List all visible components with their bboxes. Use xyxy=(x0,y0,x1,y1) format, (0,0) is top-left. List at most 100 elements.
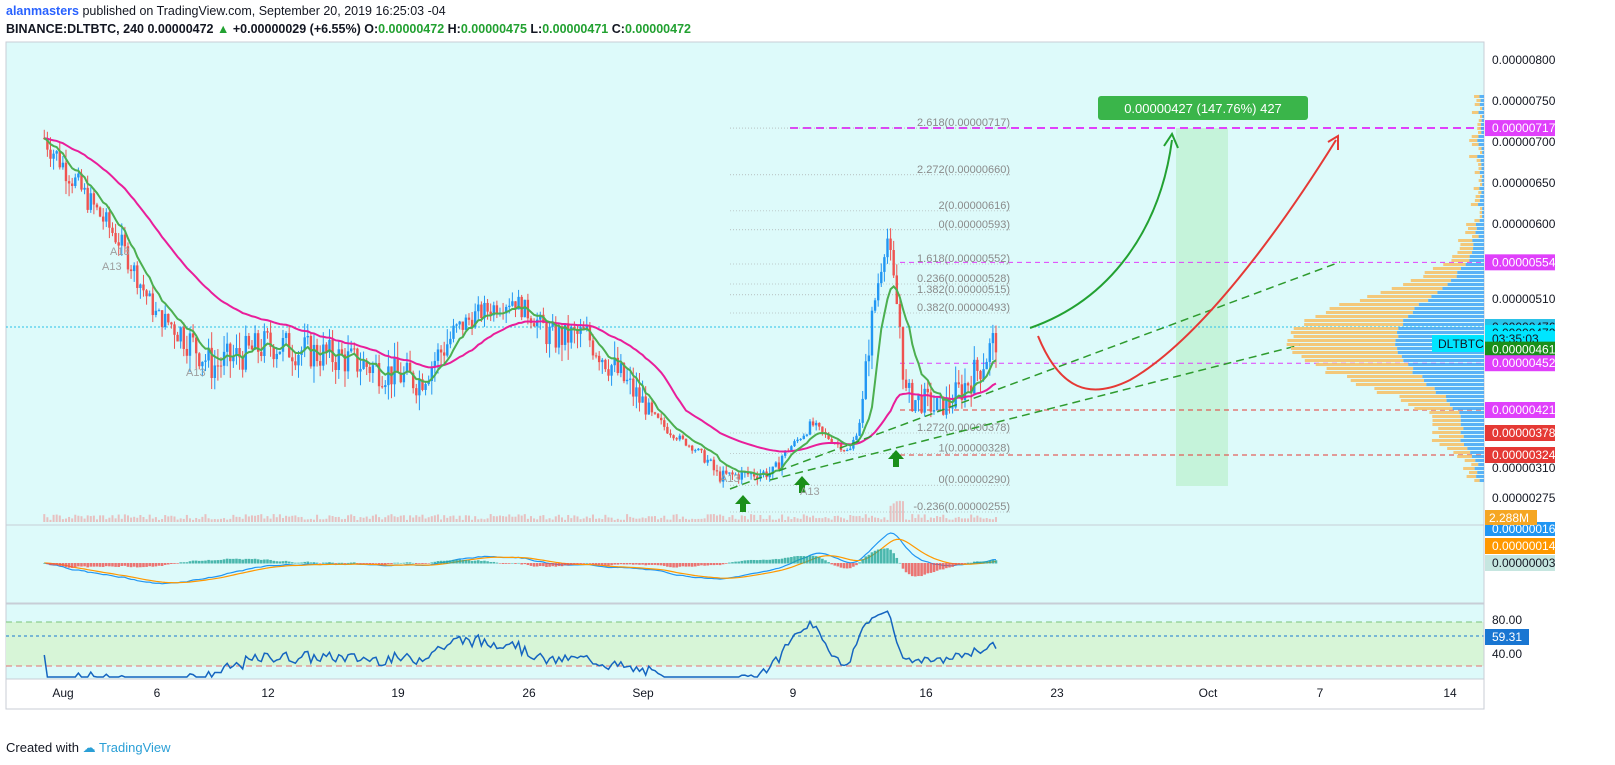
candle-body xyxy=(876,283,880,301)
candle-body xyxy=(139,284,142,288)
macd-histogram-bar xyxy=(284,560,288,564)
macd-pane[interactable] xyxy=(5,524,1485,604)
macd-histogram-bar xyxy=(898,562,902,564)
macd-histogram-bar xyxy=(328,562,331,564)
volume-bar xyxy=(210,519,213,522)
macd-histogram-bar xyxy=(780,558,784,564)
volume-bar xyxy=(396,517,399,522)
volume-profile-bar xyxy=(1397,351,1484,354)
macd-histogram-bar xyxy=(241,559,244,564)
candle-body xyxy=(495,305,499,315)
author-link[interactable]: alanmasters xyxy=(6,4,79,18)
macd-histogram-bar xyxy=(368,563,372,565)
macd-histogram-bar xyxy=(783,557,787,564)
volume-profile-bar xyxy=(1428,299,1484,302)
candle-body xyxy=(697,448,700,451)
macd-histogram-bar xyxy=(678,563,682,567)
volume-profile-bar xyxy=(1374,387,1435,390)
volume-bar xyxy=(877,517,880,522)
volume-bar xyxy=(824,517,827,522)
volume-profile-bar xyxy=(1481,123,1484,126)
macd-histogram-bar xyxy=(628,563,632,565)
price-label: 0.00000461 xyxy=(1492,343,1556,357)
candle-body xyxy=(126,246,130,270)
time-tick-label: 23 xyxy=(1050,686,1064,700)
candle-body xyxy=(461,321,464,330)
volume-bar xyxy=(474,516,477,522)
macd-histogram-bar xyxy=(715,563,719,565)
volume-bar xyxy=(120,518,123,522)
candle-body xyxy=(312,344,316,367)
macd-histogram-bar xyxy=(393,562,396,564)
volume-bar xyxy=(99,515,102,522)
volume-bar xyxy=(945,518,948,522)
candle-body xyxy=(442,352,446,356)
volume-profile-bar xyxy=(1479,171,1484,174)
volume-bar xyxy=(948,519,951,522)
volume-profile-bar xyxy=(1414,307,1484,310)
candle-body xyxy=(322,344,325,366)
volume-bar xyxy=(985,518,988,522)
volume-bar xyxy=(467,515,470,522)
candle-body xyxy=(830,439,833,444)
macd-histogram-bar xyxy=(926,563,930,574)
candle-body xyxy=(898,304,902,327)
pattern-marker-label: A13 xyxy=(720,473,740,485)
candle-body xyxy=(935,398,939,411)
macd-histogram-bar xyxy=(585,562,589,564)
candle-body xyxy=(920,395,923,413)
volume-bar xyxy=(254,515,257,522)
tradingview-brand[interactable]: TradingView xyxy=(99,740,171,755)
macd-histogram-bar xyxy=(635,563,638,565)
volume-bar xyxy=(861,517,864,522)
macd-histogram-bar xyxy=(731,562,734,564)
macd-histogram-bar xyxy=(129,563,133,568)
candle-body xyxy=(551,322,554,327)
volume-profile-bar xyxy=(1480,127,1484,130)
volume-bar xyxy=(229,518,232,522)
candle-body xyxy=(644,396,647,415)
low-value: 0.00000471 xyxy=(542,22,609,36)
macd-histogram-bar xyxy=(529,563,533,566)
volume-bar xyxy=(52,514,55,522)
candle-body xyxy=(253,333,257,350)
macd-histogram-bar xyxy=(67,563,71,568)
macd-histogram-bar xyxy=(814,556,818,564)
candle-body xyxy=(67,181,71,184)
candle-body xyxy=(331,339,334,363)
volume-bar xyxy=(846,519,849,522)
macd-histogram-bar xyxy=(188,561,192,564)
candle-body xyxy=(845,450,849,452)
macd-histogram-bar xyxy=(883,548,886,564)
macd-histogram-bar xyxy=(941,563,945,570)
volume-bar xyxy=(691,518,694,522)
candle-body xyxy=(690,445,694,451)
macd-histogram-bar xyxy=(117,563,120,567)
tradingview-logo-icon: ☁ xyxy=(82,740,96,755)
macd-histogram-bar xyxy=(250,559,254,564)
macd-histogram-bar xyxy=(563,563,567,566)
volume-profile-bar xyxy=(1424,379,1484,382)
candle-body xyxy=(607,369,610,376)
macd-histogram-bar xyxy=(219,559,223,564)
volume-profile-bar xyxy=(1325,371,1413,374)
macd-histogram-bar xyxy=(89,563,93,567)
macd-histogram-bar xyxy=(935,563,939,571)
candle-body xyxy=(982,369,985,380)
macd-histogram-bar xyxy=(963,563,967,564)
volume-bar xyxy=(486,518,489,522)
candle-body xyxy=(402,372,406,383)
macd-histogram-bar xyxy=(982,561,985,564)
main-pane[interactable] xyxy=(5,41,1485,526)
volume-bar xyxy=(331,516,334,522)
candle-body xyxy=(266,331,269,333)
volume-bar xyxy=(672,514,675,522)
macd-histogram-bar xyxy=(954,563,957,566)
volume-profile-bar xyxy=(1482,175,1484,178)
candle-body xyxy=(597,355,601,363)
volume-profile-bar xyxy=(1478,111,1484,114)
macd-histogram-bar xyxy=(325,562,328,564)
volume-bar xyxy=(328,515,331,522)
time-axis[interactable] xyxy=(5,678,1485,710)
